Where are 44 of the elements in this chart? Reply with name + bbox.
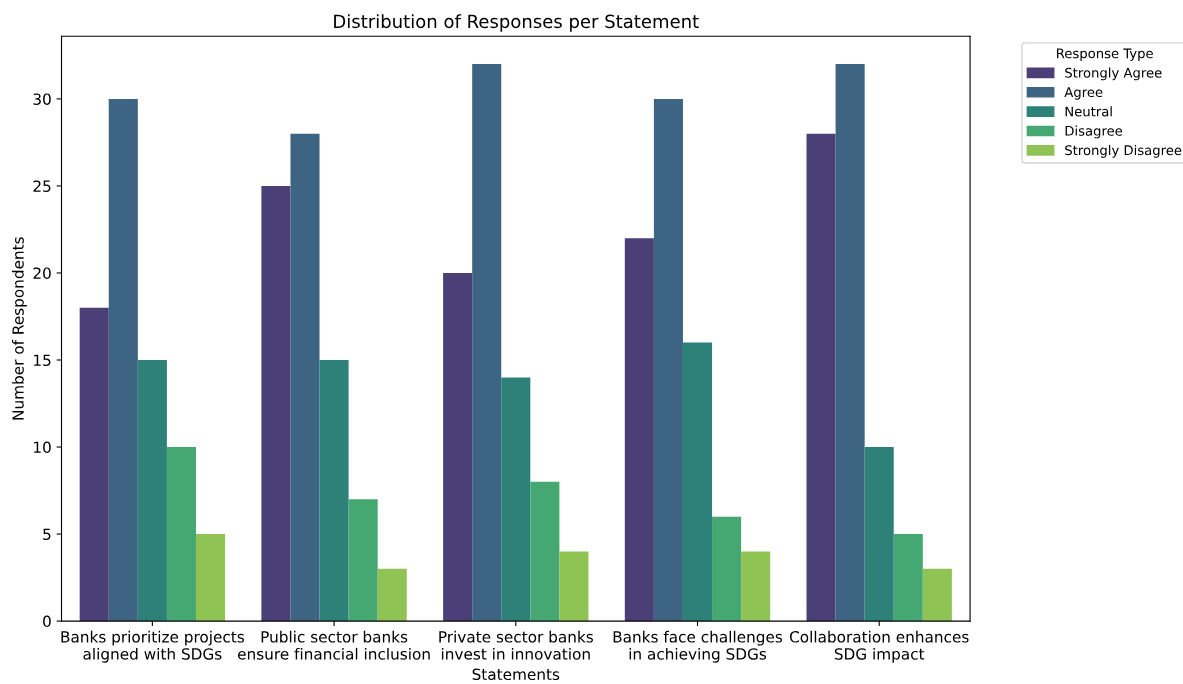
legend-label: Strongly Agree (1065, 67, 1162, 81)
bar (261, 185, 291, 622)
bar (682, 342, 713, 622)
bar (443, 272, 473, 622)
bar (108, 98, 138, 622)
bar (290, 133, 320, 622)
bar (501, 377, 531, 622)
bar (166, 447, 196, 622)
x-axis-title: Statements (472, 668, 560, 681)
bar (893, 534, 923, 622)
bar (922, 568, 952, 622)
bar (79, 307, 109, 622)
legend-label: Disagree (1065, 125, 1123, 139)
bar (319, 359, 349, 622)
y-tick-label: 30 (33, 93, 51, 105)
bar (377, 568, 407, 622)
bar (806, 133, 836, 622)
bar (137, 359, 167, 622)
bar (864, 447, 894, 622)
legend-label: Neutral (1065, 106, 1112, 117)
bar (653, 98, 683, 622)
bar (195, 534, 226, 622)
bar (624, 238, 654, 622)
y-tick-label: 5 (43, 528, 51, 541)
bar (530, 481, 560, 622)
x-tick-label: Banks face challenges in achieving SDGs (613, 630, 783, 663)
y-tick-label: 20 (33, 267, 51, 279)
chart-title: Distribution of Responses per Statement (334, 14, 699, 32)
legend-label: Agree (1064, 87, 1103, 100)
y-axis-title: Number of Respondents (12, 237, 27, 420)
x-tick-label: Collaboration enhances SDG impact (789, 630, 969, 663)
bar (559, 551, 589, 622)
bar (741, 551, 771, 622)
bar (348, 499, 378, 622)
bar (472, 64, 502, 622)
bar (835, 64, 865, 622)
x-tick-label: Private sector banks invest in innovation (439, 630, 593, 660)
legend-label: Strongly Disagree (1065, 144, 1182, 158)
legend-title: Response Type (1057, 48, 1153, 61)
bar (712, 516, 742, 622)
y-tick-label: 10 (34, 441, 51, 454)
y-tick-label: 25 (33, 180, 51, 192)
y-tick-label: 0 (43, 615, 51, 628)
y-tick-label: 15 (34, 354, 51, 367)
